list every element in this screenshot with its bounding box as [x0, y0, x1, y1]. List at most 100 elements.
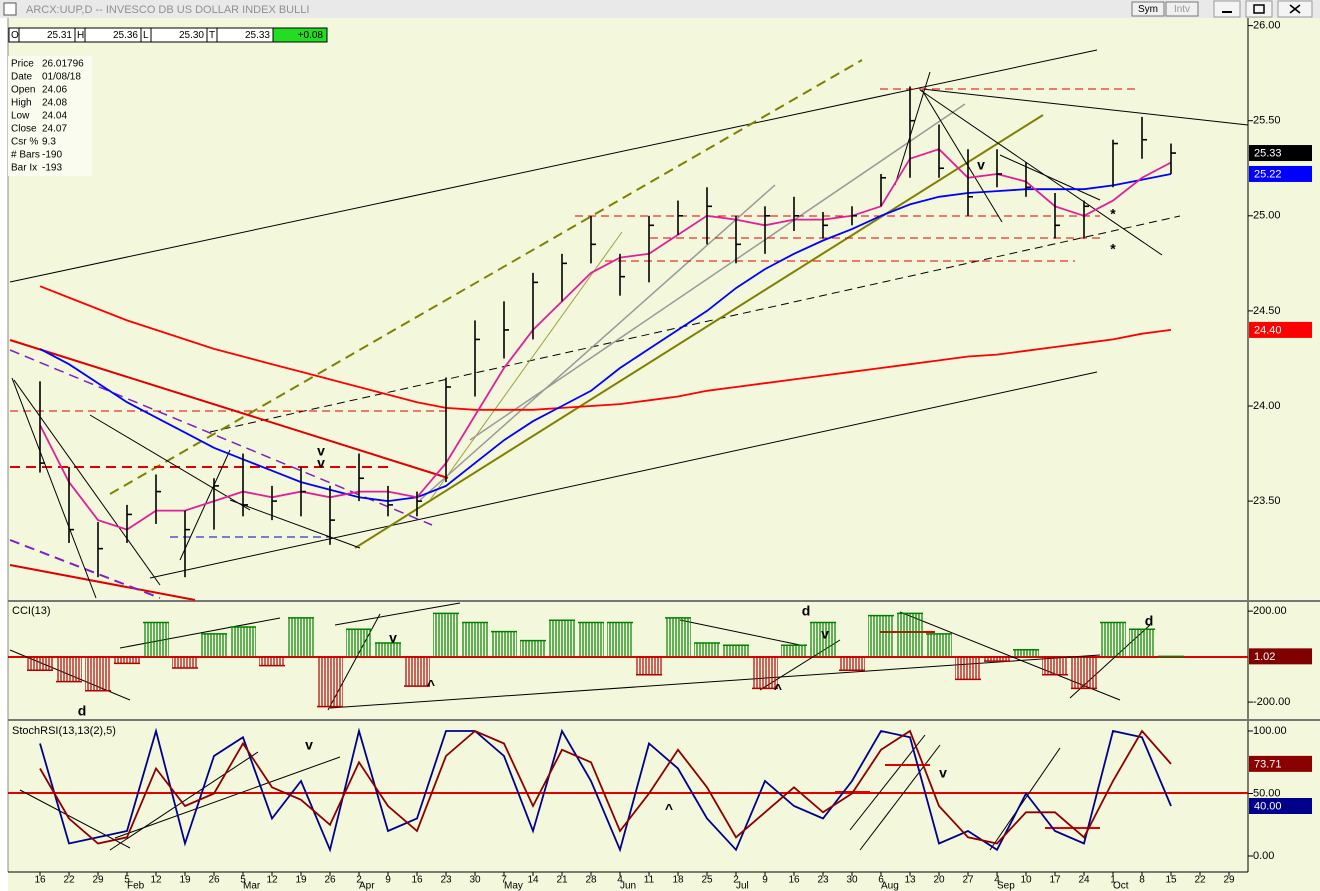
- month-label: Apr: [359, 881, 375, 891]
- title-bar: [0, 0, 1320, 18]
- x-tick-label: 22: [63, 875, 75, 886]
- change-value: +0.08: [298, 30, 324, 41]
- cursor-info-value: -190: [42, 150, 62, 161]
- trendline: [9, 564, 196, 601]
- trendline: [9, 349, 433, 526]
- x-tick-label: 15: [1165, 875, 1177, 886]
- intv-button[interactable]: [1165, 1, 1199, 17]
- trendline: [179, 449, 231, 561]
- x-tick-label: 30: [469, 875, 481, 886]
- cci-bar: [27, 656, 53, 671]
- value-tag-label: 25.22: [1254, 168, 1282, 180]
- ohlc-value: 25.30: [179, 30, 204, 41]
- x-tick-label: 17: [1049, 875, 1061, 886]
- month-label: Aug: [881, 881, 899, 891]
- y-tick-label: 25.50: [1253, 115, 1281, 127]
- annotation: d: [802, 603, 811, 619]
- month-label: Mar: [243, 881, 261, 891]
- cursor-info-value: 9.3: [42, 137, 56, 148]
- x-tick-label: 22: [1194, 875, 1206, 886]
- month-label: May: [504, 881, 523, 891]
- x-tick-label: 23: [817, 875, 829, 886]
- y-tick-label: 23.50: [1253, 495, 1281, 507]
- cci-bar: [172, 656, 198, 668]
- x-tick-label: 9: [762, 875, 768, 886]
- cci-bar: [1129, 629, 1155, 657]
- cursor-info-key: Bar Ix: [11, 163, 37, 174]
- annotation: *: [1110, 241, 1116, 257]
- x-tick-label: 4: [617, 875, 623, 886]
- y-tick-label: 0.00: [1253, 850, 1274, 862]
- x-tick-label: 16: [34, 875, 46, 886]
- stoch-drawings: [8, 734, 1248, 851]
- annotation: ^: [774, 681, 782, 697]
- x-tick-label: 26: [208, 875, 220, 886]
- cci-bar: [288, 617, 314, 657]
- annotation: d: [78, 703, 87, 719]
- annotation: d: [1145, 613, 1154, 629]
- ohlc-key: O: [11, 30, 19, 41]
- trendline: [329, 654, 1101, 709]
- cci-bar: [549, 620, 575, 657]
- cci-bar: [926, 633, 952, 657]
- cursor-info-value: -193: [42, 163, 62, 174]
- ohlc-key: H: [77, 30, 84, 41]
- cci-bar: [868, 615, 894, 657]
- trendline: [999, 154, 1101, 201]
- cci-bar: [433, 613, 459, 657]
- month-label: Feb: [127, 881, 145, 891]
- x-tick-label: 10: [1020, 875, 1032, 886]
- cursor-info-value: 24.06: [42, 85, 67, 96]
- x-tick-label: 1: [1110, 875, 1116, 886]
- x-tick-label: 25: [701, 875, 713, 886]
- trendline: [89, 414, 251, 511]
- y-tick-label: -200.00: [1253, 696, 1290, 708]
- sym-button[interactable]: [1131, 1, 1165, 17]
- cci-bar: [810, 622, 836, 657]
- trendline: [9, 339, 449, 479]
- price-drawings: [9, 49, 1249, 601]
- x-tick-label: 28: [585, 875, 597, 886]
- x-tick-label: 4: [994, 875, 1000, 886]
- x-tick-label: 24: [1078, 875, 1090, 886]
- trendline: [109, 59, 863, 495]
- window-title: ARCX:UUP,D -- INVESCO DB US DOLLAR INDEX…: [26, 4, 309, 16]
- annotation: v: [821, 626, 829, 642]
- x-tick-label: 16: [411, 875, 423, 886]
- cursor-info-key: Close: [11, 124, 37, 135]
- cci-bar: [1042, 656, 1068, 675]
- minimize-button[interactable]: [1213, 0, 1241, 18]
- x-tick-label: 23: [440, 875, 452, 886]
- maximize-button[interactable]: [1245, 0, 1273, 18]
- cursor-info-value: 24.07: [42, 124, 67, 135]
- month-label: Jul: [736, 881, 749, 891]
- cci-bar: [56, 656, 82, 682]
- moving-average: [39, 173, 1172, 503]
- ohlc-value: 25.33: [245, 30, 270, 41]
- x-tick-label: 12: [266, 875, 278, 886]
- trendline: [209, 215, 1181, 433]
- x-tick-label: 19: [179, 875, 191, 886]
- intv-button-label[interactable]: Intv: [1174, 4, 1190, 15]
- moving-average: [39, 285, 1172, 411]
- month-label: Jun: [620, 881, 636, 891]
- cci-bar: [491, 631, 517, 657]
- y-tick-label: 200.00: [1253, 605, 1287, 617]
- trendline: [859, 744, 941, 851]
- trendline: [679, 619, 801, 646]
- cursor-info-key: Low: [11, 111, 30, 122]
- trendline: [849, 734, 926, 831]
- sym-button-label[interactable]: Sym: [1138, 4, 1158, 15]
- cci-bar: [462, 622, 488, 657]
- trendline: [13, 379, 161, 586]
- x-tick-label: 20: [933, 875, 945, 886]
- trendline: [919, 89, 1163, 256]
- x-tick-label: 7: [501, 875, 507, 886]
- value-tag: [1249, 165, 1312, 182]
- moving-average: [39, 148, 1172, 531]
- trendline: [11, 377, 97, 599]
- cursor-info-key: Date: [11, 72, 33, 83]
- panel-title: CCI(13): [12, 605, 51, 617]
